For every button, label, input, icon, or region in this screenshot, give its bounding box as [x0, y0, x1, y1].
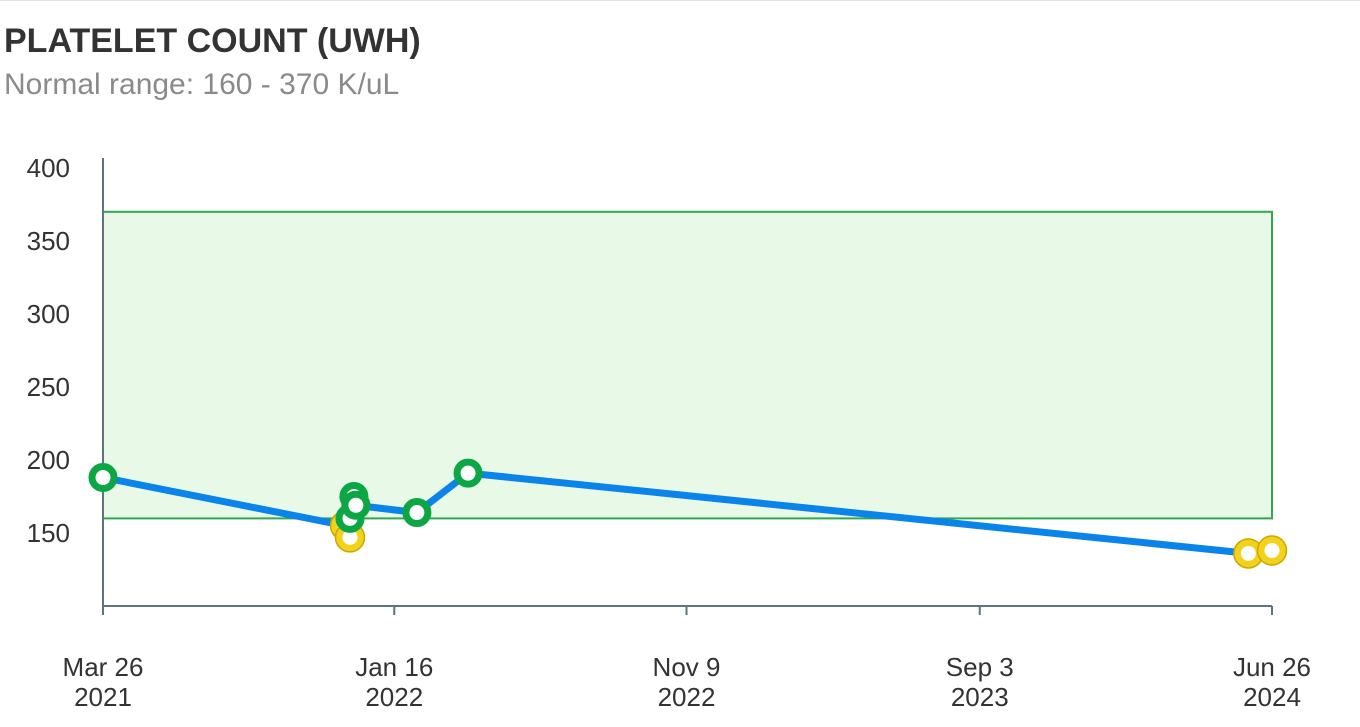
x-tick-label: Mar 26 [63, 652, 144, 682]
x-tick-year-label: 2022 [365, 682, 423, 712]
y-tick-label: 150 [27, 518, 70, 548]
data-point-normal [341, 490, 371, 520]
y-tick-label: 350 [27, 226, 70, 256]
y-tick-label: 250 [27, 372, 70, 402]
data-point-low [1257, 536, 1287, 566]
y-tick-label: 400 [27, 153, 70, 183]
chart-title: PLATELET COUNT (UWH) [4, 22, 421, 60]
y-tick-label: 300 [27, 299, 70, 329]
x-tick-year-label: 2024 [1243, 682, 1301, 712]
x-tick-year-label: 2023 [951, 682, 1009, 712]
data-point-normal [453, 458, 483, 488]
x-tick-label: Jun 26 [1233, 652, 1311, 682]
y-tick-label: 200 [27, 445, 70, 475]
x-tick-label: Jan 16 [355, 652, 433, 682]
x-tick-year-label: 2021 [74, 682, 132, 712]
top-divider [0, 0, 1360, 1]
x-tick-label: Sep 3 [946, 652, 1014, 682]
x-tick-year-label: 2022 [658, 682, 716, 712]
data-point-normal [402, 498, 432, 528]
data-point-low-outline [1256, 535, 1288, 566]
normal-range-band [102, 210, 1273, 520]
x-tick-label: Nov 9 [653, 652, 721, 682]
chart-subtitle: Normal range: 160 - 370 K/uL [4, 68, 400, 101]
data-point-low [1233, 538, 1263, 568]
data-point-normal [88, 463, 118, 493]
